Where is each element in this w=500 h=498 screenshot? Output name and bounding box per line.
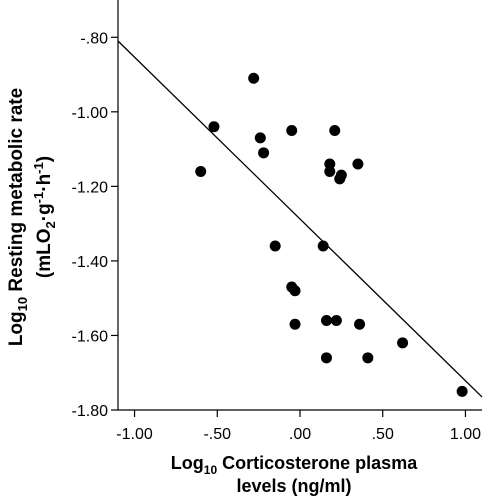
data-point xyxy=(258,147,270,159)
data-point xyxy=(289,318,301,330)
data-point xyxy=(330,315,342,327)
y-ticks-layer: -.80 -1.00 -1.20 -1.40 -1.60 -1.80 xyxy=(72,30,118,420)
x-ticks-layer: -1.00 -.50 .00 .50 1.00 xyxy=(116,410,481,443)
data-point xyxy=(324,165,336,177)
data-point xyxy=(286,124,298,136)
data-point xyxy=(335,169,347,181)
data-point xyxy=(195,165,207,177)
data-point xyxy=(397,337,409,349)
x-axis-title-line2: levels (ng/ml) xyxy=(236,476,351,496)
data-point xyxy=(329,124,341,136)
y-tick-label: -1.80 xyxy=(72,403,109,420)
data-point xyxy=(320,352,332,364)
data-point xyxy=(289,285,301,297)
y-tick-label: -1.00 xyxy=(72,105,109,122)
regression-line-layer xyxy=(117,40,483,398)
data-point xyxy=(317,240,329,252)
regression-line xyxy=(117,40,483,398)
x-tick-label: 1.00 xyxy=(450,426,481,443)
data-points-layer xyxy=(195,72,468,397)
data-point xyxy=(208,121,220,133)
data-point xyxy=(320,315,332,327)
data-point xyxy=(254,132,266,144)
data-point xyxy=(456,385,468,397)
y-tick-label: -.80 xyxy=(80,30,108,47)
x-tick-label: -1.00 xyxy=(116,426,153,443)
y-tick-label: -1.60 xyxy=(72,328,109,345)
x-tick-label: -.50 xyxy=(203,426,231,443)
y-tick-label: -1.20 xyxy=(72,179,109,196)
y-tick-label: -1.40 xyxy=(72,254,109,271)
x-axis-title-line1: Log10 Corticosterone plasma xyxy=(171,453,418,477)
y-axis-title-line2: (mLO2·g-1·h-1) xyxy=(31,156,58,278)
data-point xyxy=(352,158,364,170)
x-tick-label: .00 xyxy=(289,426,311,443)
y-axis-title-line1: Log10 Resting metabolic rate xyxy=(6,88,30,346)
axes-layer xyxy=(117,0,482,411)
data-point xyxy=(269,240,281,252)
data-point xyxy=(362,352,374,364)
data-point xyxy=(354,318,366,330)
data-point xyxy=(248,72,260,84)
x-tick-label: .50 xyxy=(372,426,394,443)
